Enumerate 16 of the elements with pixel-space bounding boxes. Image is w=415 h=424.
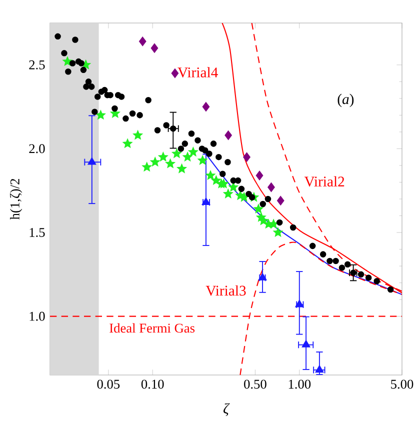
- y-tick-label: 1.5: [30, 228, 45, 238]
- annotation: Virial2: [304, 176, 344, 187]
- x-tick-label: 0.50: [244, 380, 266, 389]
- y-tick-label: 2.5: [29, 60, 45, 70]
- y-axis-title: h(1,ζ)/2: [10, 179, 22, 220]
- x-tick-label: 0.10: [141, 380, 164, 389]
- y-tick-label: 1.0: [30, 312, 45, 321]
- x-axis-title: ζ: [224, 403, 230, 416]
- annotation: Virial3: [206, 285, 246, 296]
- annotation: (a): [338, 94, 354, 108]
- ref-line-label: Ideal Fermi Gas: [110, 323, 195, 333]
- annotation: Virial4: [178, 67, 218, 78]
- y-tick-label: 2.0: [29, 144, 45, 154]
- x-tick-label: 0.05: [97, 380, 120, 389]
- x-tick-label: 1.00: [288, 380, 311, 389]
- x-tick-label: 5.00: [391, 380, 414, 389]
